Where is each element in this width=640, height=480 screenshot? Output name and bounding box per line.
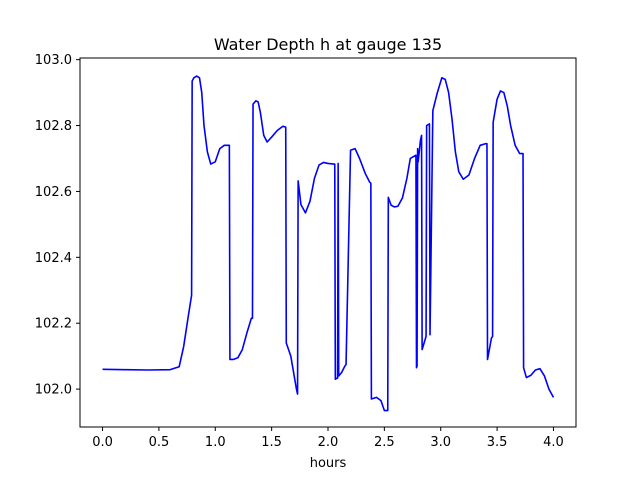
y-tick-label: 102.2 <box>35 317 72 332</box>
y-tick-label: 102.8 <box>35 119 72 134</box>
x-axis-ticks: 0.0 0.5 1.0 1.5 2.0 2.5 3.0 3.5 4.0 <box>92 427 564 450</box>
y-tick-label: 103.0 <box>35 53 72 68</box>
plot-background <box>80 58 576 427</box>
y-tick-label: 102.6 <box>35 185 72 200</box>
series-line-0 <box>102 75 555 412</box>
x-tick-label: 3.0 <box>430 435 451 450</box>
y-tick-label: 102.4 <box>35 251 72 266</box>
x-tick-label: 0.0 <box>92 435 113 450</box>
x-tick-label: 4.0 <box>543 435 564 450</box>
x-tick-label: 2.5 <box>374 435 395 450</box>
series-layer <box>102 75 555 412</box>
x-tick-label: 1.0 <box>205 435 226 450</box>
y-axis-ticks: 102.0 102.2 102.4 102.6 102.8 103.0 <box>35 53 80 398</box>
x-tick-label: 2.0 <box>318 435 339 450</box>
chart-title: Water Depth h at gauge 135 <box>214 35 442 54</box>
x-tick-label: 0.5 <box>149 435 170 450</box>
x-tick-label: 3.5 <box>487 435 508 450</box>
x-tick-label: 1.5 <box>261 435 282 450</box>
y-tick-label: 102.0 <box>35 383 72 398</box>
x-axis-label: hours <box>310 456 347 471</box>
